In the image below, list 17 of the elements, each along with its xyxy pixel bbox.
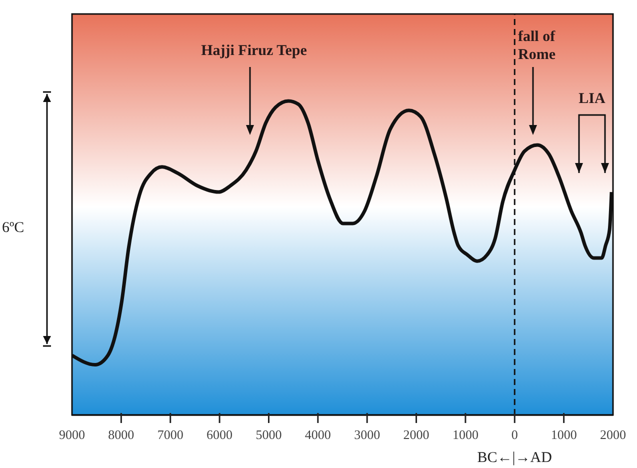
text: 6ºC — [2, 220, 24, 236]
x-tick-label: 0 — [511, 427, 518, 442]
x-tick-label: 5000 — [256, 427, 282, 442]
x-tick-label: 7000 — [157, 427, 184, 442]
x-tick-label: 9000 — [59, 427, 85, 442]
x-tick-label: 3000 — [354, 427, 380, 442]
annotation: LIA — [578, 91, 606, 107]
x-tick-label: 1000 — [452, 427, 478, 442]
x-tick-label: 8000 — [108, 427, 134, 442]
x-tick-label: 1000 — [550, 427, 577, 442]
text: BC←|→AD — [477, 450, 552, 466]
x-tick-label: 2000 — [403, 427, 430, 442]
x-tick-label: 6000 — [206, 427, 233, 442]
x-tick-label: 4000 — [304, 427, 331, 442]
text: fall of Rome — [518, 29, 556, 63]
x-tick-label: 2000 — [600, 427, 626, 442]
text: Hajji Firuz Tepe — [201, 43, 308, 59]
